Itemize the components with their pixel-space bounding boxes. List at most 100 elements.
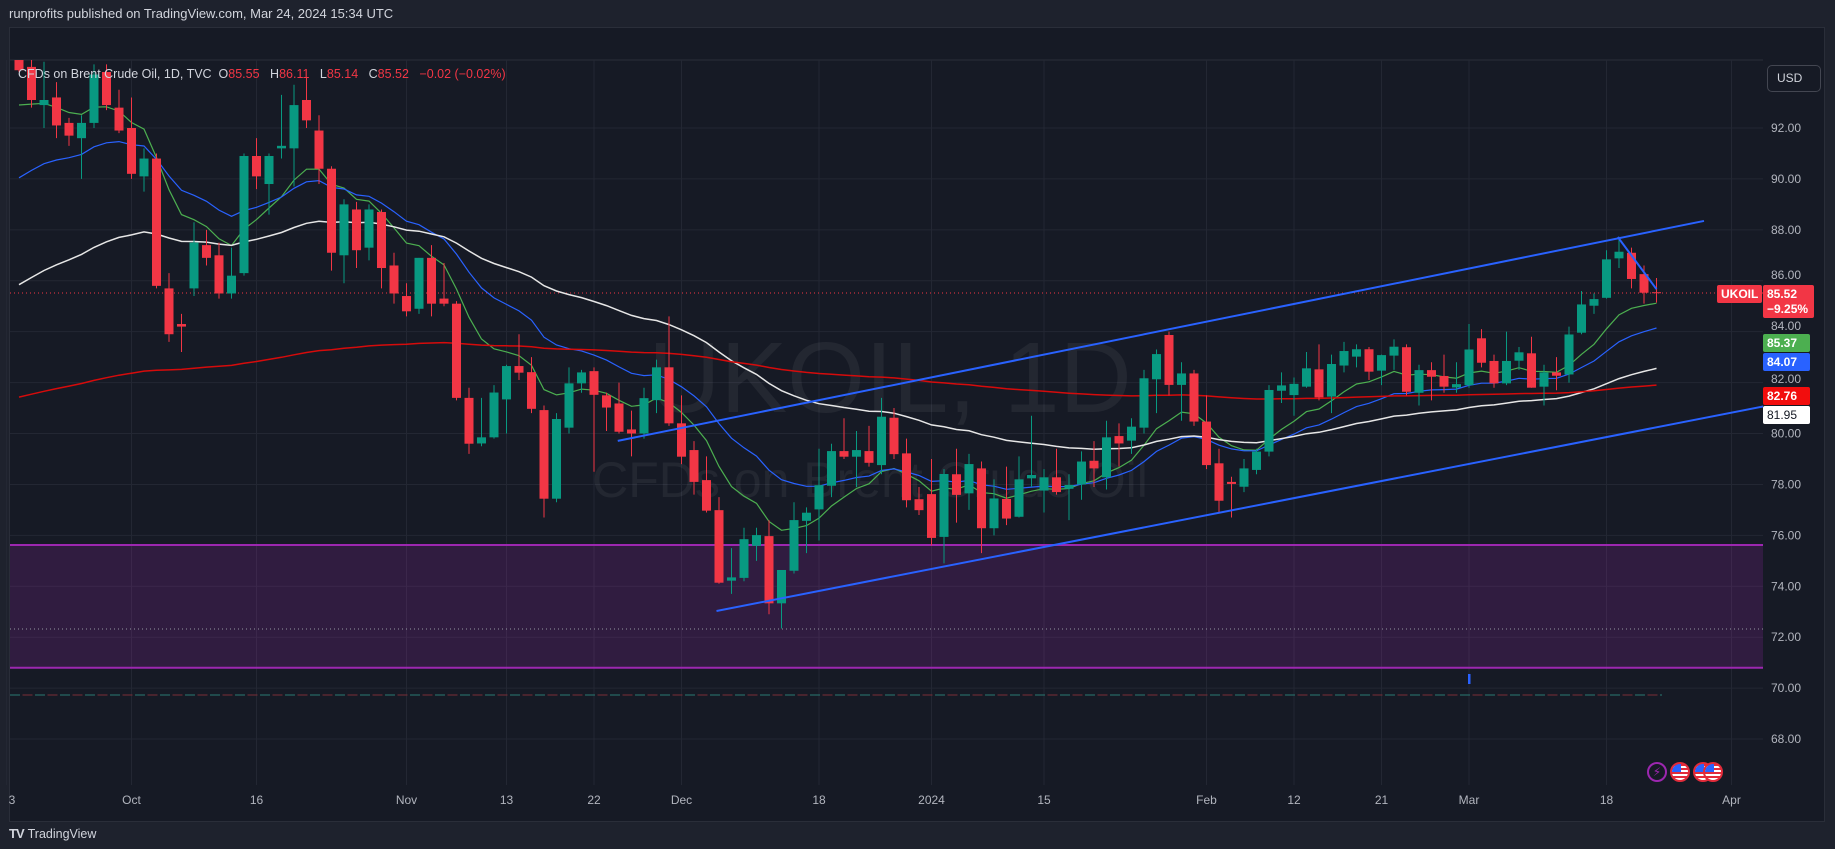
candle-body xyxy=(589,371,599,395)
candle xyxy=(952,448,961,523)
candle-body xyxy=(64,122,74,136)
candle-body xyxy=(14,60,24,71)
candle xyxy=(102,64,111,111)
candle-body xyxy=(739,539,749,578)
candle xyxy=(1527,336,1536,388)
candle-body xyxy=(652,367,661,401)
candle xyxy=(1077,451,1086,500)
us-flag-icon[interactable] xyxy=(1670,762,1690,782)
candle xyxy=(14,60,24,72)
legend-close: 85.52 xyxy=(377,67,409,81)
candle-body xyxy=(989,498,999,529)
candle-body xyxy=(1389,346,1399,356)
lightning-icon[interactable]: ⚡︎ xyxy=(1647,762,1667,782)
candle xyxy=(1502,331,1511,386)
candle-body xyxy=(864,451,874,463)
chart-pane[interactable] xyxy=(9,27,1825,822)
candle-body xyxy=(177,324,186,327)
candle-body xyxy=(164,288,174,335)
candle-body xyxy=(664,367,674,424)
candle-body xyxy=(1314,369,1324,398)
candle-body xyxy=(1564,334,1574,375)
candle-body xyxy=(827,451,836,486)
candle xyxy=(927,458,936,546)
candle-body xyxy=(1214,463,1224,501)
ema-line-200 xyxy=(18,341,1657,400)
candle xyxy=(1477,329,1486,368)
candle xyxy=(1402,344,1411,396)
candle-body xyxy=(1502,360,1511,384)
candle xyxy=(1539,364,1549,406)
candle-body xyxy=(789,520,799,571)
candle xyxy=(252,138,261,190)
currency-button[interactable]: USD xyxy=(1767,65,1821,92)
candle xyxy=(1464,324,1474,388)
candle xyxy=(52,82,61,139)
candle-body xyxy=(614,403,624,432)
candle-body xyxy=(1014,479,1024,517)
ema-white-tag: 81.95 xyxy=(1763,406,1810,424)
time-axis[interactable]: 3 Oct 16 Nov 13 22 Dec 18 2024 15 Feb 12 21 Mar 18 Apr xyxy=(9,793,1741,807)
price-axis[interactable]: 68.00 70.00 72.00 74.00 76.00 78.00 80.00 82.00… xyxy=(1771,121,1801,746)
time-tick-label: Oct xyxy=(122,793,141,807)
candle-body xyxy=(127,128,136,174)
candle-body xyxy=(1077,461,1086,485)
candle xyxy=(114,89,124,134)
candle xyxy=(77,115,86,179)
candle xyxy=(314,115,324,185)
candle xyxy=(614,382,624,434)
candle xyxy=(214,242,224,299)
candle-body xyxy=(802,512,811,521)
candle xyxy=(1289,377,1299,416)
candle xyxy=(877,397,886,475)
legend-close-label: C xyxy=(368,67,378,81)
candle-body xyxy=(1052,477,1061,493)
candle xyxy=(352,201,361,269)
candle-body xyxy=(1589,299,1599,306)
plot-area[interactable] xyxy=(10,52,1794,696)
tradingview-logo-icon[interactable]: TV xyxy=(9,826,25,841)
last-price-tag: 85.52 −9.25% xyxy=(1763,285,1814,318)
candle xyxy=(64,117,74,146)
candle-body xyxy=(1252,451,1261,470)
candle xyxy=(739,527,749,582)
legend-open-label: O xyxy=(218,67,229,81)
candle xyxy=(689,441,699,495)
time-tick-label: Feb xyxy=(1196,793,1217,807)
candle-body xyxy=(952,474,961,495)
candle xyxy=(427,245,436,317)
us-flag-icon[interactable] xyxy=(1703,762,1723,782)
candle xyxy=(202,229,211,266)
candle xyxy=(702,456,711,513)
brand-name[interactable]: TradingView xyxy=(27,826,97,841)
candle xyxy=(889,408,899,459)
candle-body xyxy=(1627,252,1636,279)
candle xyxy=(764,520,774,615)
legend-low: 85.14 xyxy=(326,67,359,81)
candle-body xyxy=(852,450,861,457)
candle xyxy=(177,313,186,353)
candle xyxy=(902,438,911,508)
legend-high: 86.11 xyxy=(279,67,310,81)
candle xyxy=(789,502,799,574)
candle-body xyxy=(1464,349,1474,386)
candle-body xyxy=(77,122,86,139)
price-tick-label: 70.00 xyxy=(1771,681,1801,695)
candle xyxy=(527,357,536,414)
candle xyxy=(39,61,49,128)
candle-body xyxy=(1489,360,1499,384)
candle-body xyxy=(227,275,236,294)
candle-body xyxy=(1039,477,1049,491)
candle xyxy=(1564,326,1574,383)
candle-body xyxy=(939,474,949,537)
price-tick-label: 92.00 xyxy=(1771,121,1801,135)
symbol-legend[interactable]: CFDs on Brent Crude Oil, 1D, TVC O85.55 … xyxy=(18,67,513,81)
candle-body xyxy=(1527,353,1536,388)
candle xyxy=(852,430,861,487)
candle xyxy=(1377,354,1386,386)
candle xyxy=(1589,293,1599,314)
candle-body xyxy=(1139,378,1149,428)
candle xyxy=(464,387,474,454)
time-tick-label: Apr xyxy=(1722,793,1741,807)
